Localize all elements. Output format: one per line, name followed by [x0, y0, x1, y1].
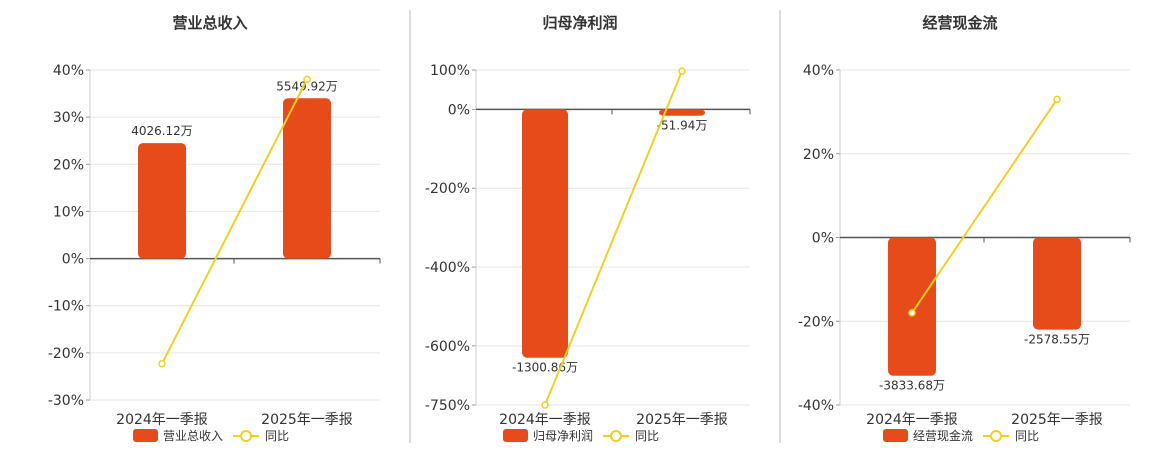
y-tick-label: 40%: [803, 63, 834, 79]
chart-title: 归母净利润: [542, 14, 617, 32]
legend-bar-label: 营业总收入: [163, 429, 223, 443]
y-tick-label: -600%: [425, 339, 470, 355]
y-tick-label: -400%: [425, 260, 470, 276]
y-tick-label: 10%: [53, 204, 84, 220]
x-category-label: 2024年一季报: [116, 412, 208, 428]
y-tick-label: 100%: [430, 63, 470, 79]
bar: [138, 143, 186, 259]
y-tick-label: -40%: [798, 398, 834, 414]
yoy-line: [544, 70, 683, 406]
legend-line-label: 同比: [635, 429, 659, 443]
bar-data-label: -51.94万: [657, 119, 708, 133]
chart-title: 营业总收入: [172, 14, 247, 32]
x-category-label: 2024年一季报: [499, 412, 591, 428]
legend-bar-swatch: [133, 429, 158, 442]
bar: [659, 109, 705, 116]
legend-line-marker: [240, 430, 252, 442]
yoy-point: [1053, 95, 1061, 104]
legend-line-label: 同比: [265, 429, 289, 443]
yoy-point: [158, 359, 166, 368]
y-tick-label: 20%: [803, 147, 834, 163]
yoy-point: [908, 309, 916, 317]
legend-bar-swatch: [883, 429, 908, 442]
legend-bar-swatch: [503, 429, 528, 442]
bar-data-label: 5549.92万: [276, 79, 338, 93]
bar: [283, 98, 331, 259]
yoy-line: [161, 78, 308, 365]
x-category-label: 2025年一季报: [636, 412, 728, 428]
y-tick-label: -750%: [425, 398, 470, 414]
y-tick-label: 0%: [62, 252, 84, 268]
bar: [522, 109, 568, 358]
yoy-point: [541, 401, 549, 409]
y-tick-label: -10%: [48, 299, 84, 315]
yoy-point: [303, 75, 311, 84]
yoy-point: [678, 67, 686, 75]
bar-data-label: -3833.68万: [879, 379, 945, 393]
bar-data-label: 4026.12万: [131, 124, 193, 138]
y-tick-label: -200%: [425, 181, 470, 197]
y-tick-label: -20%: [798, 314, 834, 330]
chart-title: 经营现金流: [922, 14, 997, 32]
y-tick-label: 30%: [53, 110, 84, 126]
y-tick-label: 0%: [812, 231, 834, 247]
y-tick-label: -20%: [48, 346, 84, 362]
x-category-label: 2025年一季报: [1011, 412, 1103, 428]
legend-line-label: 同比: [1015, 429, 1039, 443]
x-category-label: 2025年一季报: [261, 412, 353, 428]
legend-bar-label: 归母净利润: [533, 429, 593, 443]
legend-line-marker: [610, 430, 622, 442]
x-category-label: 2024年一季报: [866, 412, 958, 428]
bar: [888, 237, 936, 376]
legend-bar-label: 经营现金流: [913, 428, 973, 443]
y-tick-label: 0%: [448, 102, 470, 118]
yoy-line: [911, 98, 1058, 314]
bar-data-label: -2578.55万: [1024, 333, 1090, 347]
y-tick-label: 20%: [53, 157, 84, 173]
y-tick-label: -30%: [48, 393, 84, 409]
bar: [1033, 237, 1081, 330]
y-tick-label: 40%: [53, 63, 84, 79]
bar-data-label: -1300.86万: [512, 361, 578, 375]
legend-line-marker: [990, 430, 1002, 442]
